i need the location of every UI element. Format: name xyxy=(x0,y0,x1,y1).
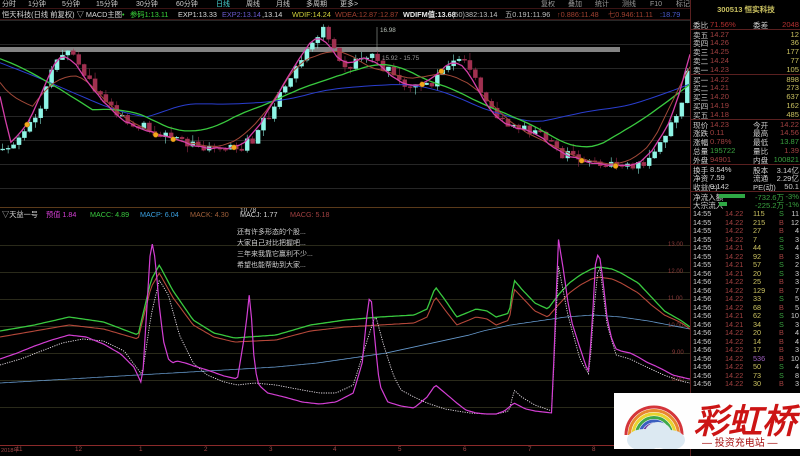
svg-text:彩虹桥: 彩虹桥 xyxy=(694,403,800,441)
svg-text:16.98: 16.98 xyxy=(380,27,396,34)
svg-text:15.92 - 15.75: 15.92 - 15.75 xyxy=(382,55,420,62)
svg-text:— 投资充电站 —: — 投资充电站 — xyxy=(702,436,778,449)
